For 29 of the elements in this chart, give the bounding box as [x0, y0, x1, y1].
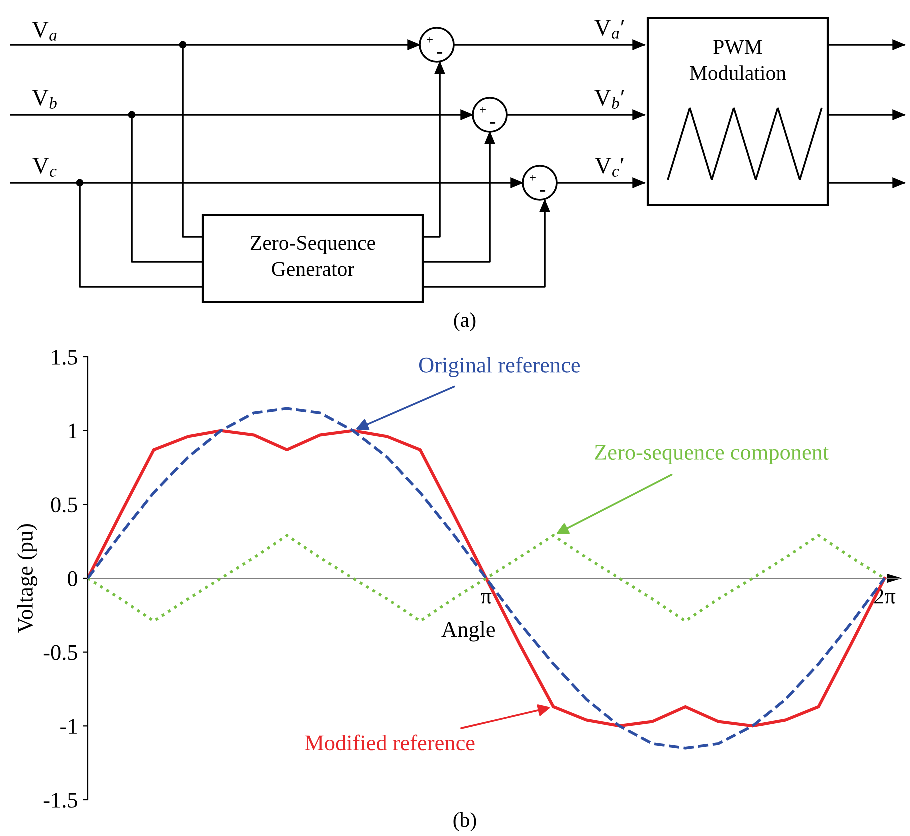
text: +: [480, 106, 486, 113]
text: -: [490, 122, 496, 124]
y-tick-label: -1.5: [44, 793, 78, 808]
text: -: [437, 52, 443, 54]
text: PWM Modulation: [690, 40, 786, 80]
x-axis-title: Angle: [442, 622, 496, 642]
text: -: [540, 190, 546, 192]
y-tick-label: 0.5: [51, 498, 78, 513]
text: V$_{b}$: [32, 90, 57, 109]
text: V$_{a}$: [32, 22, 57, 41]
text: Zero-sequence component: [595, 445, 830, 465]
y-tick-label: -1: [60, 719, 77, 734]
y-tick-label: -0.5: [44, 645, 78, 660]
text: V$_{c}$′: [595, 158, 624, 177]
text: Original reference: [419, 356, 580, 378]
x-tick-label: π: [481, 593, 492, 604]
text: (b): [454, 812, 476, 832]
text: Zero-Sequence Generator: [250, 236, 376, 276]
text: +: [427, 36, 433, 43]
y-axis-title: Voltage (pu): [17, 524, 38, 634]
y-tick-label: 1: [69, 424, 77, 439]
text: V$_{b}$′: [594, 90, 624, 109]
text: V$_{c}$: [32, 158, 57, 177]
text: +: [530, 174, 536, 181]
text: (a): [454, 312, 476, 332]
text: V$_{a}$′: [594, 20, 624, 39]
text: Modified reference: [305, 734, 475, 751]
y-tick-label: 0: [68, 571, 78, 586]
y-tick-label: 1.5: [52, 350, 78, 366]
